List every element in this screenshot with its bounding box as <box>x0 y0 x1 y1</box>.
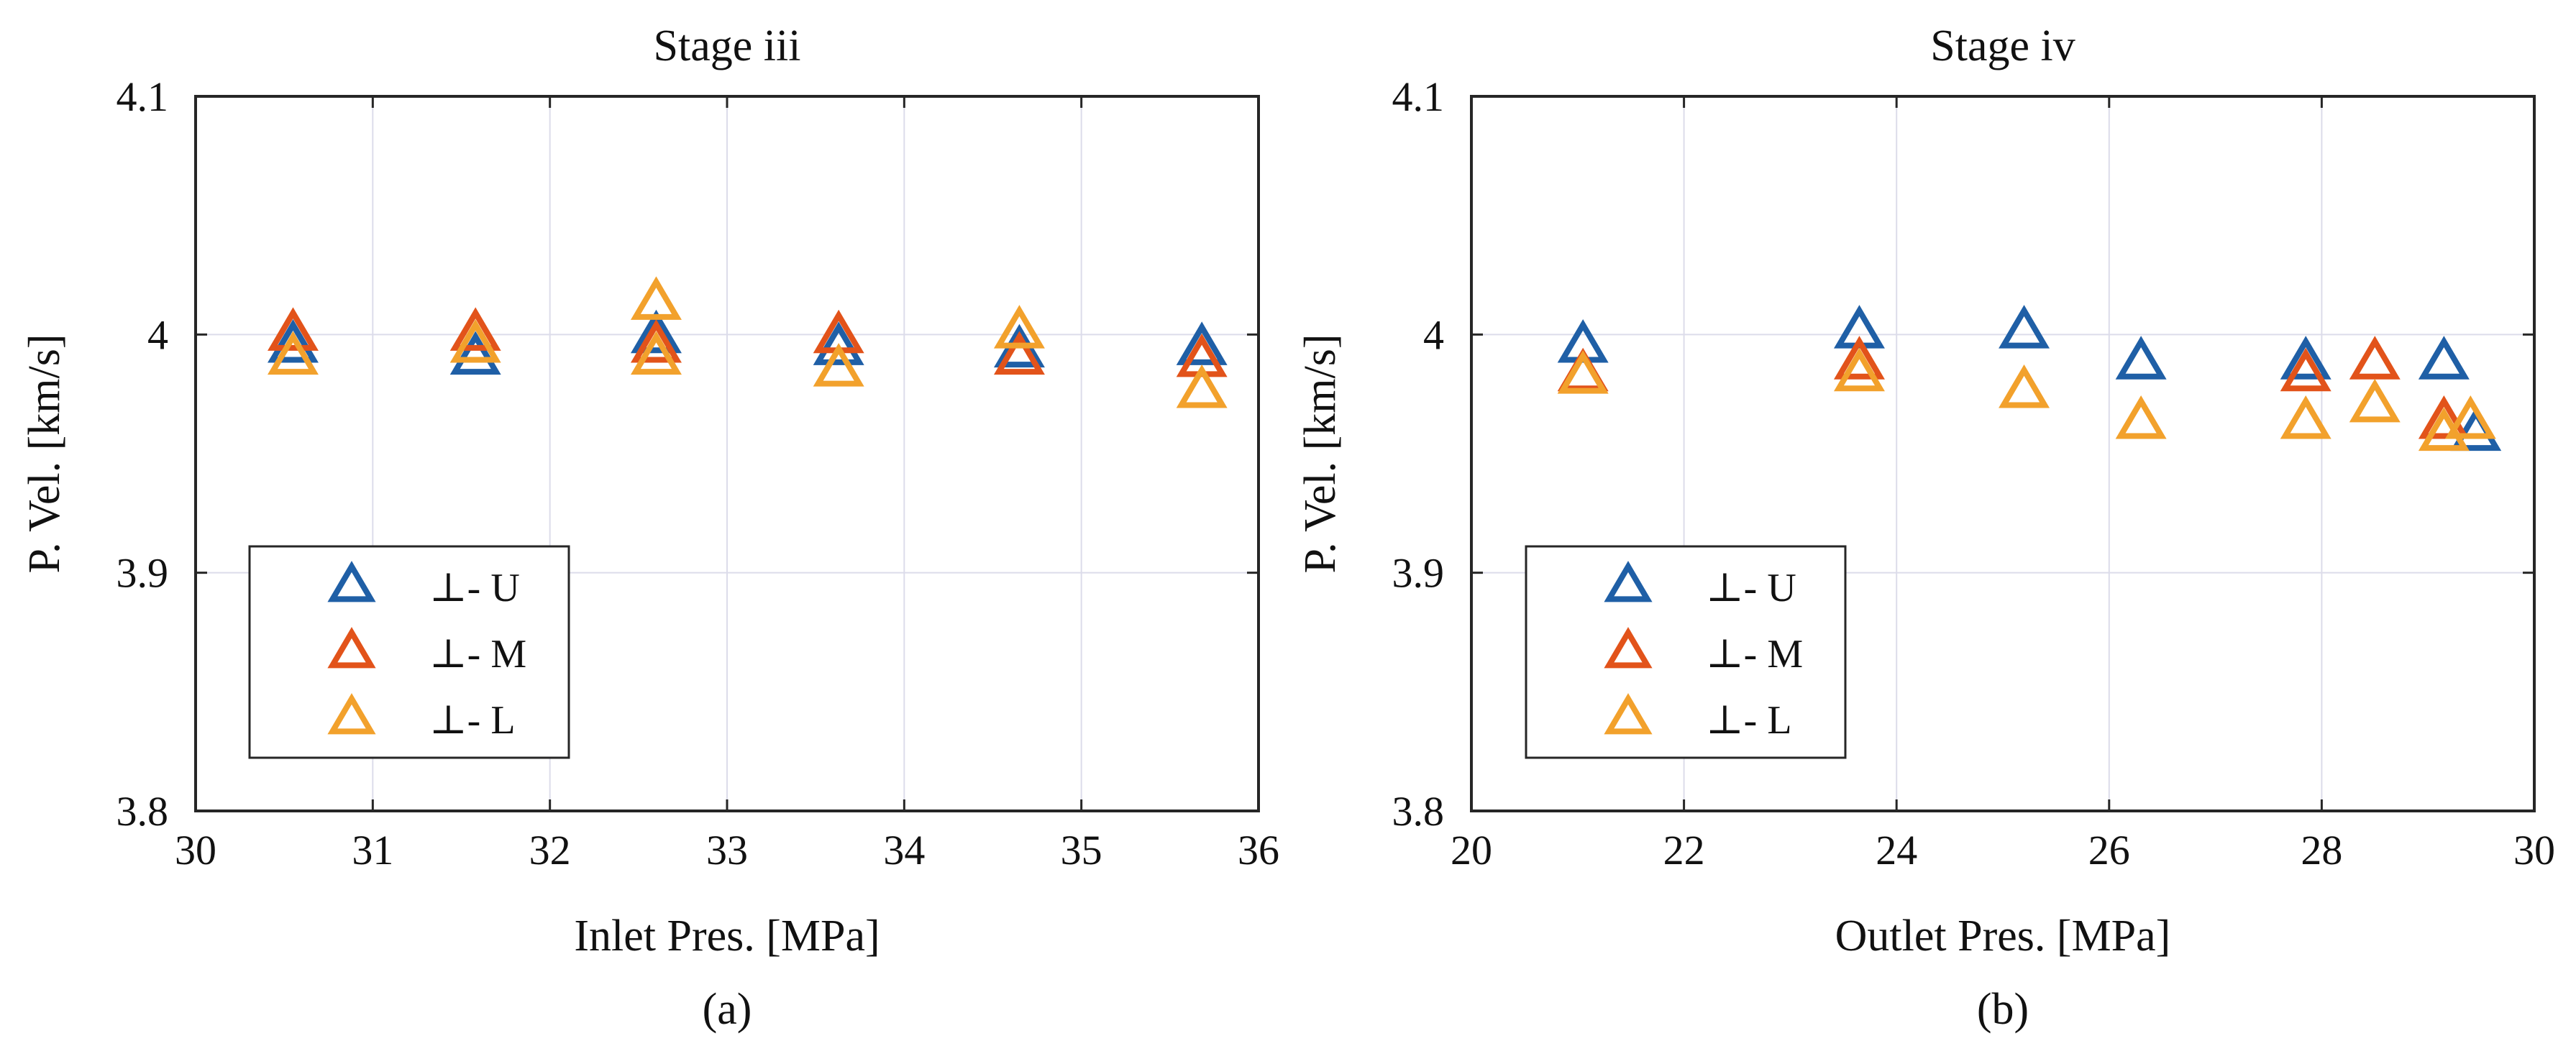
x-tick-label: 28 <box>2301 827 2342 873</box>
y-tick-label: 3.9 <box>117 550 169 597</box>
legend-marker-icon <box>327 627 376 669</box>
x-tick-label: 31 <box>352 827 393 873</box>
data-point <box>2280 395 2331 439</box>
legend-marker-icon <box>327 693 376 735</box>
panel-caption: (b) <box>1977 985 2029 1034</box>
x-tick-label: 32 <box>529 827 571 873</box>
x-tick-label: 34 <box>883 827 925 873</box>
data-point <box>630 331 682 375</box>
legend-entry: ⊥- L <box>327 693 516 743</box>
axes-box <box>194 95 1260 812</box>
x-tick-label: 33 <box>706 827 748 873</box>
data-point <box>2115 336 2167 380</box>
y-tick-label: 3.8 <box>117 788 169 835</box>
series-2 <box>268 276 1228 408</box>
legend-marker-icon <box>1604 693 1653 735</box>
data-point <box>2115 395 2167 439</box>
legend-box <box>1525 545 1847 759</box>
legend-marker-icon <box>1604 627 1653 669</box>
legend-label: ⊥- U <box>1706 566 1796 610</box>
y-tick-label: 3.9 <box>1392 550 1445 597</box>
data-point <box>2418 395 2470 439</box>
axes-box <box>1470 95 2536 812</box>
data-point <box>449 307 501 351</box>
data-point <box>993 331 1045 375</box>
x-axis-label: Inlet Pres. [MPa] <box>574 912 880 960</box>
legend-box <box>248 545 570 759</box>
legend-label: ⊥- M <box>1706 632 1803 677</box>
legend-entry: ⊥- M <box>327 627 526 677</box>
y-axis-label: P. Vel. [km/s] <box>1296 334 1345 573</box>
legend-entry: ⊥- L <box>1604 693 1792 743</box>
legend-entry: ⊥- U <box>327 561 520 610</box>
data-point <box>630 318 682 363</box>
legend-entry: ⊥- M <box>1604 627 1803 677</box>
x-tick-label: 26 <box>2088 827 2130 873</box>
x-tick-label: 36 <box>1238 827 1279 873</box>
data-point <box>630 309 682 354</box>
panel-caption: (a) <box>703 985 752 1034</box>
x-tick-label: 35 <box>1061 827 1102 873</box>
panel-a: 30 31 32 33 34 35 36 3.8 3.9 4 4.1 Stage iii Inlet P… <box>20 22 1279 1034</box>
data-point <box>993 305 1045 349</box>
legend-label: ⊥- L <box>429 698 516 743</box>
x-tick-label: 22 <box>1663 827 1705 873</box>
data-point <box>1176 364 1228 408</box>
x-tick-label: 24 <box>1876 827 1917 873</box>
legend-label: ⊥- L <box>1706 698 1792 743</box>
data-point <box>2280 336 2331 380</box>
y-tick-label: 4 <box>147 311 168 358</box>
panel-b: 20 22 24 26 28 30 3.8 3.9 4 4.1 Stage iv Outlet Pre… <box>1296 22 2555 1034</box>
x-tick-label: 30 <box>175 827 216 873</box>
data-point <box>268 331 319 375</box>
series-2 <box>1557 347 2496 451</box>
data-point <box>1833 347 1885 392</box>
data-point <box>449 318 501 363</box>
data-point <box>2444 395 2496 439</box>
legend-marker-icon <box>1604 561 1653 602</box>
data-point <box>2349 336 2401 380</box>
data-point <box>1176 321 1228 365</box>
y-tick-label: 4 <box>1423 311 1444 358</box>
data-point <box>1999 364 2050 408</box>
legend-marker-icon <box>327 561 376 602</box>
y-tick-label: 3.8 <box>1392 788 1445 835</box>
data-point <box>630 276 682 320</box>
y-axis-label: P. Vel. [km/s] <box>20 334 69 573</box>
y-tick-label: 4.1 <box>117 73 169 120</box>
data-point <box>1557 350 1609 394</box>
x-tick-label: 20 <box>1451 827 1492 873</box>
legend-entry: ⊥- U <box>1604 561 1796 610</box>
data-point <box>813 321 864 365</box>
legend: ⊥- U ⊥- M ⊥- L <box>248 545 570 759</box>
data-point <box>813 343 864 387</box>
data-point <box>268 307 319 351</box>
data-point <box>449 331 501 375</box>
data-point <box>2418 336 2470 380</box>
data-point <box>268 318 319 363</box>
data-point <box>1833 336 1885 380</box>
x-tick-label: 30 <box>2513 827 2555 873</box>
legend: ⊥- U ⊥- M ⊥- L <box>1525 545 1847 759</box>
data-point <box>2349 378 2401 423</box>
legend-label: ⊥- U <box>429 566 520 610</box>
chart-title: Stage iii <box>654 22 801 70</box>
legend-label: ⊥- M <box>429 632 526 677</box>
chart-title: Stage iv <box>1930 22 2075 70</box>
x-axis-label: Outlet Pres. [MPa] <box>1835 912 2171 960</box>
y-tick-label: 4.1 <box>1392 73 1445 120</box>
data-point <box>2280 347 2331 392</box>
series-0 <box>268 309 1228 375</box>
data-point <box>1999 305 2050 349</box>
